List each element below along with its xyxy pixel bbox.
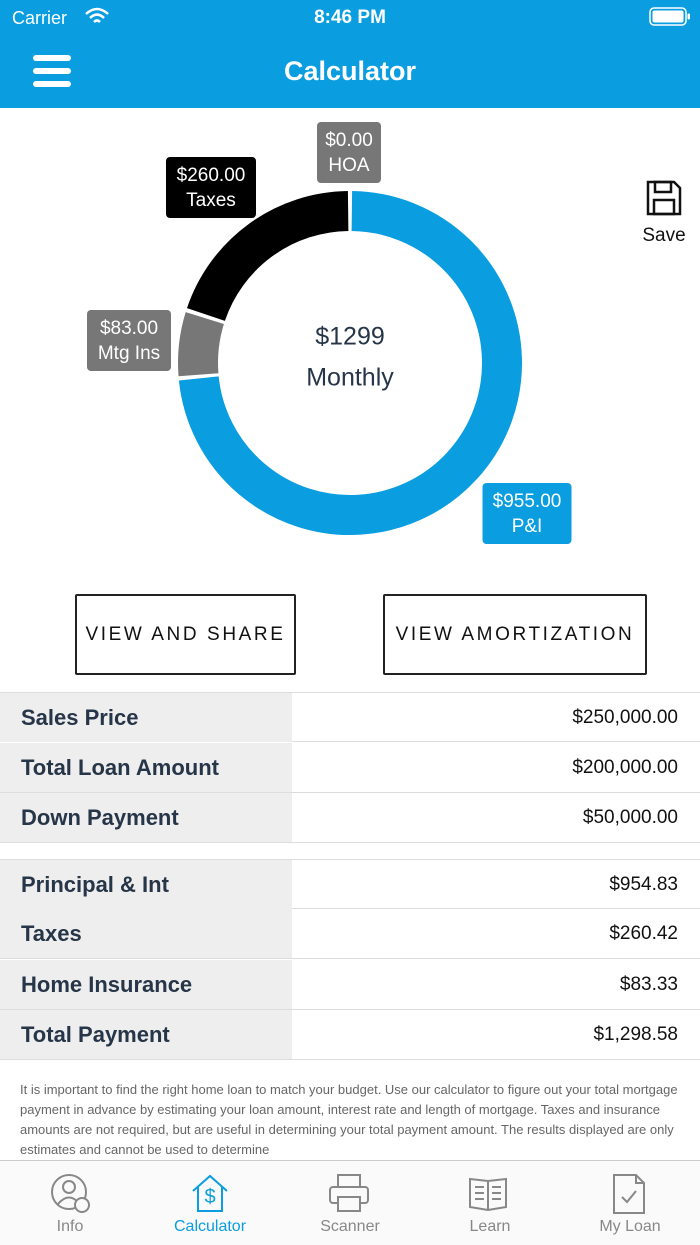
row-value[interactable]: $260.42 — [609, 923, 678, 944]
tab-label: Info — [56, 1218, 84, 1235]
time: 8:46 PM — [314, 7, 386, 28]
table-row: Sales Price $250,000.00 — [0, 692, 700, 742]
row-label: Taxes — [0, 909, 292, 958]
table-row: Down Payment $50,000.00 — [0, 793, 700, 843]
row-value[interactable]: $200,000.00 — [572, 756, 678, 778]
segment-name: Mtg Ins — [98, 343, 160, 364]
table-row: Home Insurance $83.33 — [0, 959, 700, 1010]
segment-label-box — [87, 310, 171, 371]
segment-label-box — [317, 122, 381, 183]
donut-chart: $1299 Monthly $955.00 P&I $83.00 Mtg Ins $26… — [87, 122, 572, 544]
svg-text:$: $ — [204, 1186, 215, 1208]
donut-segment — [178, 191, 522, 535]
save-icon — [646, 180, 682, 216]
battery-icon — [649, 7, 690, 26]
tab-scanner[interactable]: Scanner — [280, 1161, 420, 1245]
row-value[interactable]: $250,000.00 — [572, 707, 678, 728]
row-label: Total Payment — [0, 1010, 292, 1059]
row-label: Principal & Int — [0, 859, 292, 909]
segment-label-box — [482, 483, 572, 544]
row-label: Down Payment — [0, 793, 292, 842]
segment-name: Taxes — [186, 190, 236, 211]
center-label: Monthly — [306, 364, 394, 392]
top-bar: Carrier 8:46 PM Calculator — [0, 0, 700, 108]
segment-value-label: $260.00 — [177, 165, 246, 186]
tab-my-loan[interactable]: My Loan — [560, 1161, 700, 1245]
table-row: Principal & Int $954.83 — [0, 858, 700, 909]
tab-learn[interactable]: Learn — [420, 1161, 560, 1245]
center-value: $1299 — [315, 323, 385, 351]
save-button[interactable]: Save — [636, 180, 692, 247]
tab-label: Calculator — [173, 1218, 247, 1235]
tab-label: Learn — [469, 1218, 511, 1235]
table-row: Total Loan Amount $200,000.00 — [0, 742, 700, 793]
tab-bar: Info $ Calculator Scanner Learn My Loan — [0, 1160, 700, 1245]
segment-label-box — [166, 157, 256, 218]
row-value[interactable]: $1,298.58 — [593, 1024, 678, 1045]
row-label: Sales Price — [0, 693, 292, 742]
segment-value-label: $83.00 — [100, 318, 158, 339]
segment-value-label: $0.00 — [325, 130, 373, 151]
save-label: Save — [642, 225, 686, 246]
tab-label: My Loan — [599, 1218, 661, 1235]
table-row: Total Payment $1,298.58 — [0, 1010, 700, 1060]
wifi-icon — [85, 7, 109, 23]
row-label: Home Insurance — [0, 959, 292, 1009]
row-label: Total Loan Amount — [0, 742, 292, 792]
tab-info[interactable]: Info — [0, 1161, 140, 1245]
tab-calculator[interactable]: $ Calculator — [140, 1161, 280, 1245]
segment-name: P&I — [512, 516, 543, 537]
tab-icon — [51, 1174, 90, 1213]
page-title: Calculator — [283, 56, 417, 86]
menu-button[interactable] — [33, 54, 73, 88]
disclaimer: It is important to find the right home l… — [20, 1082, 678, 1157]
row-value[interactable]: $83.33 — [619, 973, 678, 995]
tab-icon: $ — [192, 1174, 228, 1212]
row-value[interactable]: $50,000.00 — [582, 807, 678, 828]
segment-value-label: $955.00 — [493, 491, 562, 512]
tab-icon — [329, 1174, 369, 1212]
tab-label: Scanner — [320, 1218, 380, 1235]
donut-segment — [178, 312, 225, 377]
tab-icon — [613, 1174, 645, 1214]
row-value[interactable]: $954.83 — [609, 873, 678, 895]
segment-name: HOA — [328, 155, 370, 176]
tab-icon — [469, 1177, 507, 1212]
table-row: Taxes $260.42 — [0, 909, 700, 959]
carrier: Carrier — [12, 8, 68, 28]
donut-segment — [186, 191, 349, 322]
view-share-button[interactable]: VIEW AND SHARE — [75, 594, 296, 675]
view-amortization-button[interactable]: VIEW AMORTIZATION — [383, 594, 647, 675]
